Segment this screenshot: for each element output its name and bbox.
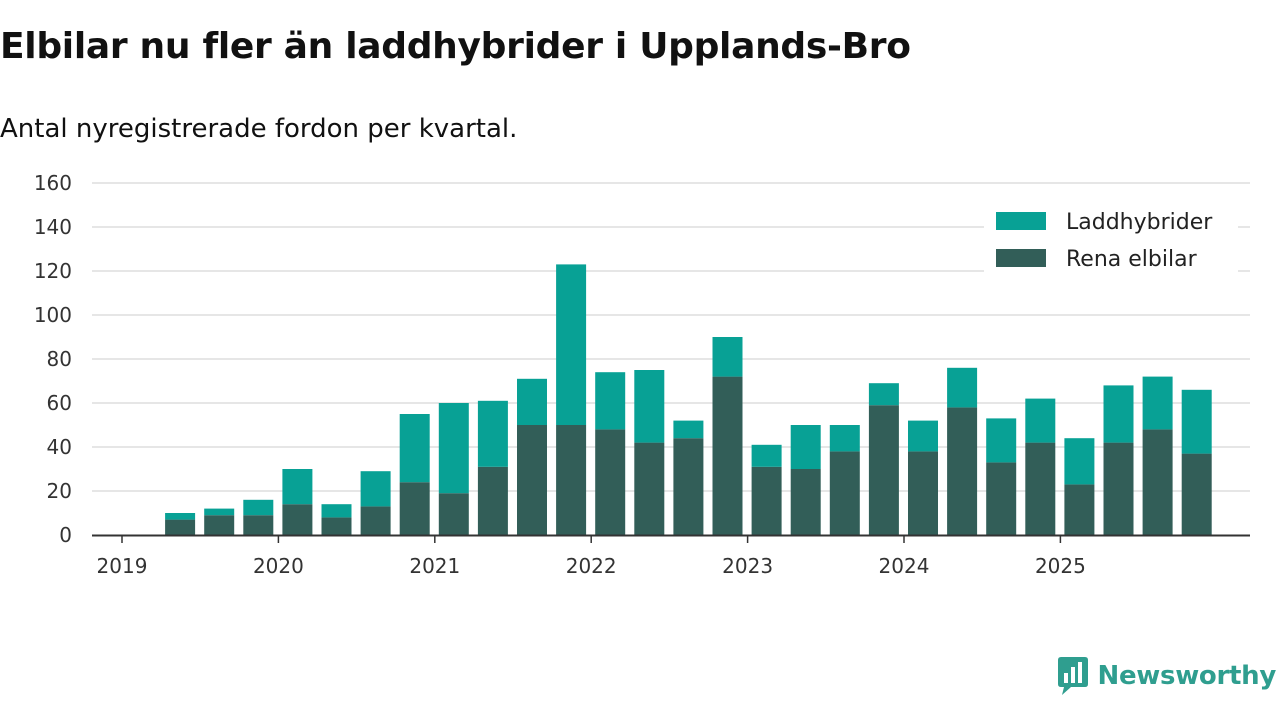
bar-laddhybrider-2025Q3 xyxy=(1142,376,1173,430)
bar-laddhybrider-2021Q1 xyxy=(438,403,469,494)
brand-logo: Newsworthy xyxy=(1056,656,1276,696)
bar-rena-elbilar-2020Q1 xyxy=(282,504,313,535)
y-tick-label-120: 120 xyxy=(34,259,72,283)
bar-laddhybrider-2023Q4 xyxy=(868,383,899,406)
bar-rena-elbilar-2022Q2 xyxy=(634,442,665,535)
bar-laddhybrider-2024Q3 xyxy=(986,418,1017,463)
y-tick-label-80: 80 xyxy=(47,347,72,371)
x-tick-label-2022: 2022 xyxy=(566,554,617,578)
bar-laddhybrider-2019Q4 xyxy=(243,499,274,516)
bar-rena-elbilar-2024Q4 xyxy=(1025,442,1056,535)
stacked-bar-chart: 0 20 40 60 80 100 120 140 160 2019 2020 2021 2022 202… xyxy=(34,171,1250,578)
bar-laddhybrider-2022Q2 xyxy=(634,370,665,443)
bar-rena-elbilar-2023Q3 xyxy=(829,451,860,535)
bar-rena-elbilar-2023Q1 xyxy=(751,466,782,535)
bar-rena-elbilar-2024Q2 xyxy=(947,407,978,535)
brand-name: Newsworthy xyxy=(1097,661,1277,691)
bar-laddhybrider-2020Q2 xyxy=(321,504,352,518)
bar-laddhybrider-2024Q1 xyxy=(908,420,938,452)
y-tick-label-100: 100 xyxy=(34,303,72,327)
bar-rena-elbilar-2021Q3 xyxy=(517,425,547,535)
y-tick-label-20: 20 xyxy=(47,479,72,503)
bar-laddhybrider-2024Q2 xyxy=(947,367,978,408)
axes: 0 20 40 60 80 100 120 140 160 2019 2020 2021 2022 202… xyxy=(34,171,1250,578)
y-tick-label-140: 140 xyxy=(34,215,72,239)
bars xyxy=(165,264,1212,535)
bar-rena-elbilar-2021Q2 xyxy=(477,466,508,535)
bar-rena-elbilar-2024Q3 xyxy=(986,462,1017,535)
bar-laddhybrider-2019Q3 xyxy=(204,508,235,516)
bar-laddhybrider-2020Q1 xyxy=(282,469,313,505)
bar-rena-elbilar-2020Q3 xyxy=(360,506,391,535)
bar-laddhybrider-2022Q1 xyxy=(595,372,626,430)
bar-laddhybrider-2025Q4 xyxy=(1181,389,1212,454)
bar-rena-elbilar-2019Q2 xyxy=(165,519,196,535)
bar-rena-elbilar-2025Q3 xyxy=(1142,429,1173,535)
bar-rena-elbilar-2019Q4 xyxy=(243,515,274,535)
bar-laddhybrider-2021Q3 xyxy=(517,378,547,425)
bar-laddhybrider-2025Q2 xyxy=(1103,385,1134,443)
legend-label-laddhybrider: Laddhybrider xyxy=(1066,210,1213,235)
x-tick-label-2019: 2019 xyxy=(97,554,148,578)
bar-laddhybrider-2024Q4 xyxy=(1025,398,1056,443)
bar-rena-elbilar-2020Q4 xyxy=(399,482,430,535)
bar-laddhybrider-2021Q4 xyxy=(556,264,587,425)
bar-rena-elbilar-2023Q4 xyxy=(868,405,899,535)
bar-rena-elbilar-2020Q2 xyxy=(321,517,352,535)
bar-laddhybrider-2023Q1 xyxy=(751,444,782,467)
y-tick-label-0: 0 xyxy=(59,523,72,547)
legend-swatch-laddhybrider xyxy=(996,212,1046,230)
bar-rena-elbilar-2025Q2 xyxy=(1103,442,1134,535)
x-tick-label-2025: 2025 xyxy=(1035,554,1086,578)
y-tick-label-60: 60 xyxy=(47,391,72,415)
bar-laddhybrider-2025Q1 xyxy=(1064,438,1095,485)
bar-rena-elbilar-2024Q1 xyxy=(908,451,938,535)
chart-title: Elbilar nu fler än laddhybrider i Upplan… xyxy=(0,26,911,67)
bar-laddhybrider-2019Q2 xyxy=(165,513,196,520)
x-tick-label-2023: 2023 xyxy=(722,554,773,578)
legend-label-rena-elbilar: Rena elbilar xyxy=(1066,247,1198,272)
bar-laddhybrider-2023Q2 xyxy=(790,425,821,469)
y-tick-label-160: 160 xyxy=(34,171,72,195)
y-tick-label-40: 40 xyxy=(47,435,72,459)
newsworthy-logo-icon xyxy=(1057,657,1088,695)
x-tick-label-2024: 2024 xyxy=(879,554,930,578)
bar-rena-elbilar-2022Q1 xyxy=(595,429,626,535)
bar-rena-elbilar-2021Q4 xyxy=(556,425,587,535)
chart-subtitle: Antal nyregistrerade fordon per kvartal. xyxy=(0,114,518,144)
x-tick-label-2021: 2021 xyxy=(409,554,460,578)
bar-rena-elbilar-2021Q1 xyxy=(438,493,469,535)
bar-laddhybrider-2022Q3 xyxy=(673,420,704,439)
bar-rena-elbilar-2022Q3 xyxy=(673,438,704,535)
bar-laddhybrider-2020Q3 xyxy=(360,471,391,507)
x-tick-label-2020: 2020 xyxy=(253,554,304,578)
bar-rena-elbilar-2025Q1 xyxy=(1064,484,1095,535)
bar-rena-elbilar-2022Q4 xyxy=(712,376,743,535)
bar-rena-elbilar-2019Q3 xyxy=(204,515,235,535)
bar-rena-elbilar-2025Q4 xyxy=(1181,453,1212,535)
bar-laddhybrider-2023Q3 xyxy=(829,425,860,452)
legend-swatch-rena-elbilar xyxy=(996,249,1046,267)
legend: Laddhybrider Rena elbilar xyxy=(984,201,1238,275)
bar-laddhybrider-2022Q4 xyxy=(712,337,743,377)
bar-laddhybrider-2021Q2 xyxy=(477,400,508,467)
bar-laddhybrider-2020Q4 xyxy=(399,414,430,483)
bar-rena-elbilar-2023Q2 xyxy=(790,469,821,535)
